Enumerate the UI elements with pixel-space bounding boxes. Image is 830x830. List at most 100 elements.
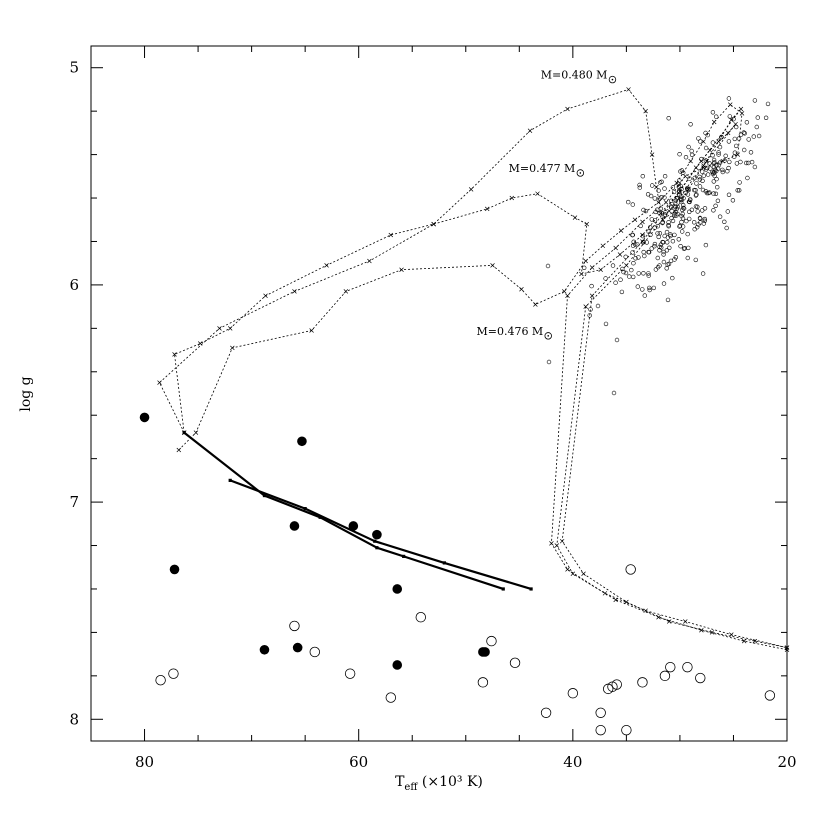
cloud-point	[697, 177, 703, 182]
cloud-point	[724, 225, 729, 231]
track-line	[159, 88, 788, 649]
cloud-point	[642, 253, 647, 259]
cloud-point	[697, 215, 703, 221]
cloud-point	[641, 239, 646, 245]
track-point	[549, 541, 554, 546]
track-point	[519, 287, 524, 292]
thick-track-point	[373, 539, 377, 543]
track-point	[649, 152, 655, 157]
open-point	[567, 688, 579, 699]
evolutionary-tracks	[157, 87, 790, 653]
open-point	[344, 668, 356, 679]
cloud-point	[710, 153, 715, 158]
open-point	[595, 707, 606, 718]
cloud-point	[680, 203, 686, 208]
cloud-point	[692, 175, 697, 181]
cloud-point	[655, 255, 660, 261]
cloud-point	[714, 176, 719, 182]
track-point	[666, 619, 672, 624]
cloud-point	[700, 178, 705, 184]
track-point	[388, 232, 394, 238]
cloud-point	[647, 285, 652, 291]
cloud-point	[614, 337, 620, 343]
cloud-point	[649, 217, 654, 222]
cloud-point	[652, 241, 658, 247]
sun-symbol-dot	[547, 335, 550, 337]
cloud-point	[641, 249, 646, 255]
track-point	[624, 263, 629, 268]
cloud-point	[716, 150, 721, 155]
open-point	[486, 635, 497, 647]
track-point	[656, 200, 661, 205]
cloud-point	[668, 198, 674, 204]
cloud-point	[619, 289, 625, 295]
cloud-point	[660, 220, 665, 225]
track-point	[559, 538, 565, 544]
cloud-point	[684, 186, 690, 191]
cloud-point	[655, 207, 660, 212]
cloud-point	[655, 265, 661, 270]
cloud-point	[727, 114, 732, 119]
track-point	[589, 293, 595, 299]
track-point	[663, 200, 669, 205]
cloud-point	[640, 233, 646, 239]
cloud-point	[710, 110, 716, 115]
track-point	[701, 163, 706, 168]
mass-label: M=0.477 M	[509, 162, 576, 175]
cloud-point	[635, 284, 640, 289]
cloud-point	[722, 219, 727, 225]
cloud-point	[726, 165, 731, 171]
cloud-point	[649, 183, 655, 188]
sun-symbol	[608, 75, 617, 84]
thick-track-point	[228, 478, 232, 482]
open-point	[764, 690, 776, 701]
cloud-point	[732, 150, 738, 155]
cloud-point	[686, 216, 692, 222]
cloud-point	[738, 132, 744, 137]
filled-point	[392, 660, 403, 670]
cloud-point	[677, 152, 682, 157]
cloud-point	[637, 182, 642, 188]
cloud-point	[695, 209, 700, 214]
filled-point	[139, 412, 150, 423]
cloud-point	[674, 213, 679, 218]
cloud-point	[657, 196, 662, 201]
cloud-point	[603, 321, 609, 327]
sun-symbol	[544, 332, 552, 340]
cloud-point	[702, 218, 707, 224]
track-point	[263, 293, 268, 299]
open-point	[665, 661, 676, 673]
x-axis-label-main: T	[395, 774, 405, 790]
cloud-point	[703, 158, 709, 163]
cloud-point	[746, 160, 751, 166]
cloud-point	[662, 174, 668, 179]
cloud-point	[733, 124, 739, 130]
thick-track-line	[183, 431, 504, 591]
cloud-point	[736, 188, 742, 193]
thick-track-point	[303, 507, 307, 511]
cloud-point	[672, 201, 678, 206]
filled-point	[392, 584, 403, 594]
cloud-point	[726, 139, 732, 144]
cloud-point	[670, 185, 676, 190]
filled-point	[480, 647, 490, 657]
cloud-point	[746, 137, 751, 142]
thick-track-point	[529, 587, 533, 591]
cloud-point	[765, 101, 771, 107]
cloud-point	[613, 280, 618, 285]
cloud-point	[731, 154, 737, 159]
cloud-point	[662, 186, 667, 191]
cloud-point	[674, 206, 679, 211]
track-point	[535, 191, 540, 196]
cloud-point	[686, 144, 691, 150]
cloud-point	[684, 218, 689, 224]
track-point	[709, 630, 715, 635]
open-point	[682, 661, 693, 673]
track-point	[624, 599, 629, 605]
track-point	[565, 567, 570, 572]
cloud-point	[623, 270, 629, 276]
open-point	[595, 724, 606, 736]
cloud-point	[713, 168, 719, 174]
cloud-point	[720, 167, 725, 173]
cloud-point	[652, 196, 657, 201]
